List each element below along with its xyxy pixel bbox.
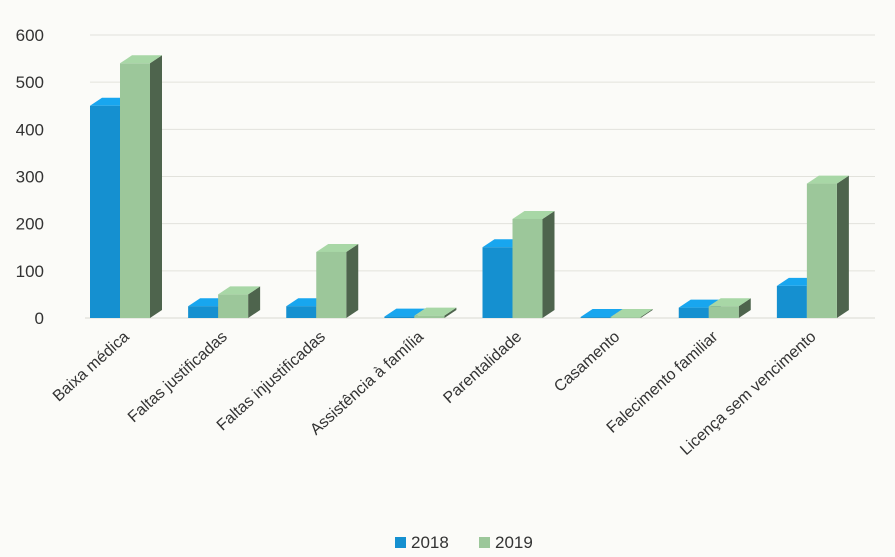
bar-top [512, 210, 555, 219]
bar-side [346, 243, 359, 318]
bar-2019-2 [316, 243, 359, 318]
bar-side [150, 55, 162, 319]
bar-front [512, 218, 543, 318]
bar-2019-5 [610, 309, 653, 318]
bar-front [120, 63, 150, 318]
legend-entry-2018: 2018 [395, 533, 449, 552]
bar-top [610, 309, 653, 318]
bar-side [738, 298, 751, 318]
bar-front [316, 251, 347, 318]
legend-swatch [395, 537, 406, 548]
bar-side [836, 175, 849, 318]
bar-2019-6 [708, 298, 751, 318]
bar-front [708, 306, 739, 318]
legend: 2018 2019 [395, 533, 533, 552]
bar-front [188, 306, 219, 318]
bar-2019-4 [512, 210, 555, 318]
y-axis: 0 100 200 300 400 500 600 [16, 26, 44, 328]
legend-entry-2019: 2019 [479, 533, 533, 552]
y-tick-label: 200 [16, 215, 44, 234]
bar-top [708, 298, 751, 307]
bar-top [316, 243, 359, 252]
bar-front [776, 285, 807, 318]
bar-front [580, 317, 611, 318]
category-label: Parentalidade [440, 328, 525, 407]
bar-front [806, 183, 837, 318]
y-tick-label: 600 [16, 26, 44, 45]
bar-top [806, 175, 849, 184]
bar-2019-1 [218, 286, 261, 318]
legend-swatch [479, 537, 490, 548]
legend-label: 2018 [411, 533, 449, 552]
y-tick-label: 300 [16, 168, 44, 187]
y-tick-label: 400 [16, 120, 44, 139]
legend-label: 2019 [495, 533, 533, 552]
bar-2019-7 [806, 175, 849, 318]
category-label: Faltas justificadas [125, 328, 231, 426]
bar-front [218, 294, 249, 318]
bar-front [678, 307, 709, 318]
category-label: Casamento [551, 328, 623, 395]
y-tick-label: 0 [35, 309, 44, 328]
bar-front [286, 306, 317, 318]
bar-2019-3 [414, 307, 457, 318]
bar-front [414, 315, 445, 318]
bar-side [542, 210, 555, 318]
bar-top [218, 286, 261, 295]
bar-front [384, 316, 415, 318]
y-tick-label: 500 [16, 73, 44, 92]
category-label: Baixa médica [50, 328, 133, 405]
y-tick-label: 100 [16, 262, 44, 281]
bar-side [444, 307, 457, 318]
bar-top [120, 55, 162, 64]
bar-2019-0 [120, 55, 162, 319]
bars [90, 55, 849, 319]
gridlines [85, 34, 875, 319]
bar-top [580, 309, 623, 318]
bar-front [610, 317, 641, 318]
bar-top [384, 308, 427, 317]
bar-top [414, 307, 457, 316]
category-label: Falecimento familiar [604, 328, 722, 437]
bar-side [640, 309, 653, 318]
bar-side [248, 286, 261, 318]
category-label: Assistência à família [307, 328, 427, 438]
bar-front [90, 105, 120, 318]
bar-front [482, 247, 513, 318]
category-label: Faltas injustificadas [214, 328, 329, 434]
